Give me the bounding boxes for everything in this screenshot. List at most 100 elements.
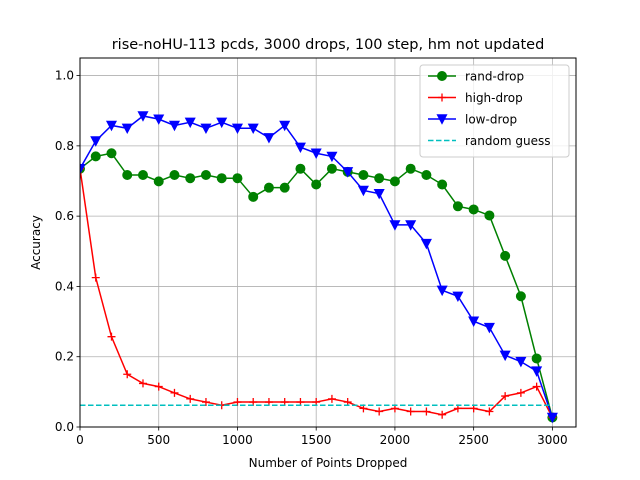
data-point <box>201 398 210 407</box>
legend-label: rand-drop <box>465 70 524 84</box>
data-point <box>501 392 510 401</box>
y-tick-label: 0.0 <box>55 420 74 434</box>
data-point <box>105 120 118 132</box>
data-point <box>154 382 163 391</box>
data-point <box>263 182 274 193</box>
x-tick-label: 2000 <box>380 433 411 447</box>
data-point <box>374 173 385 184</box>
data-point <box>294 142 306 154</box>
data-point <box>107 332 116 341</box>
legend: rand-drop high-drop low-drop random guess <box>419 64 570 158</box>
x-tick-label: 1000 <box>222 433 253 447</box>
data-point <box>310 148 322 160</box>
series-rand-drop <box>80 148 558 423</box>
data-point <box>452 291 464 303</box>
legend-item: low-drop <box>428 113 517 127</box>
data-point <box>153 176 164 187</box>
data-point <box>279 120 291 132</box>
series-low-drop <box>80 111 558 424</box>
x-tick-label: 1500 <box>301 433 332 447</box>
data-point <box>200 123 212 135</box>
data-point <box>90 136 102 147</box>
data-point <box>169 170 180 181</box>
data-point <box>90 151 101 162</box>
data-point <box>468 204 479 215</box>
data-point <box>121 123 133 135</box>
data-point <box>342 167 354 178</box>
data-point <box>138 379 147 388</box>
data-point <box>231 123 243 135</box>
data-point <box>186 394 195 403</box>
data-point <box>546 412 558 424</box>
data-point <box>326 163 337 174</box>
data-point <box>373 188 385 200</box>
data-point <box>263 133 275 144</box>
data-point <box>247 123 259 135</box>
legend-marker <box>438 93 446 102</box>
data-point <box>484 210 495 221</box>
x-tick-label: 3000 <box>537 433 568 447</box>
data-point <box>500 250 511 261</box>
data-point <box>184 117 196 129</box>
data-point <box>122 170 133 181</box>
y-tick-label: 0.4 <box>55 279 74 293</box>
data-point <box>437 179 448 190</box>
data-point <box>279 182 290 193</box>
data-point <box>452 201 463 212</box>
legend-item: rand-drop <box>428 70 524 84</box>
data-point <box>357 185 369 197</box>
y-axis-label: Accuracy <box>29 215 43 270</box>
data-point <box>326 151 338 163</box>
data-point <box>375 407 384 416</box>
data-point <box>389 176 400 187</box>
data-point <box>422 407 431 416</box>
data-point <box>436 285 448 297</box>
data-point <box>483 322 495 334</box>
data-point <box>91 273 100 282</box>
legend-label: low-drop <box>465 113 517 127</box>
data-point <box>531 366 543 377</box>
y-tick-label: 0.2 <box>55 350 74 364</box>
data-point <box>532 382 541 391</box>
legend-label: random guess <box>465 134 550 148</box>
axis-ticks: 0 500 1000 1500 2000 2500 3000 0.0 0.2 0.4 0.6 0.8 1… <box>55 69 568 447</box>
data-point <box>421 170 432 181</box>
data-point <box>406 407 415 416</box>
data-point <box>420 238 432 250</box>
data-point <box>248 191 259 202</box>
data-point <box>438 410 447 419</box>
series-lines <box>80 111 558 424</box>
data-point <box>185 173 196 184</box>
data-point <box>515 291 526 302</box>
x-tick-label: 500 <box>147 433 170 447</box>
data-point <box>80 164 86 175</box>
data-point <box>468 316 480 327</box>
data-point <box>123 370 132 379</box>
data-point <box>405 220 417 231</box>
data-point <box>389 220 401 231</box>
data-point <box>200 170 211 181</box>
plot-frame <box>79 57 577 428</box>
data-point <box>216 117 228 129</box>
x-axis-label: Number of Points Dropped <box>249 456 408 470</box>
data-point <box>405 163 416 174</box>
legend-marker <box>437 71 447 81</box>
data-point <box>485 407 494 416</box>
legend-marker <box>436 114 448 125</box>
data-point <box>137 170 148 181</box>
data-point <box>515 356 527 368</box>
data-point <box>516 388 525 397</box>
x-tick-label: 2500 <box>458 433 489 447</box>
data-point <box>137 111 149 122</box>
data-point <box>168 120 181 132</box>
series-high-drop <box>80 164 557 422</box>
data-point <box>531 353 542 364</box>
y-tick-label: 1.0 <box>55 69 74 83</box>
data-point <box>295 163 306 174</box>
x-tick-label: 0 <box>76 433 84 447</box>
legend-item: high-drop <box>428 91 523 105</box>
y-tick-label: 0.6 <box>55 209 74 223</box>
data-point <box>106 148 117 159</box>
legend-label: high-drop <box>465 91 523 105</box>
data-point <box>358 170 369 181</box>
